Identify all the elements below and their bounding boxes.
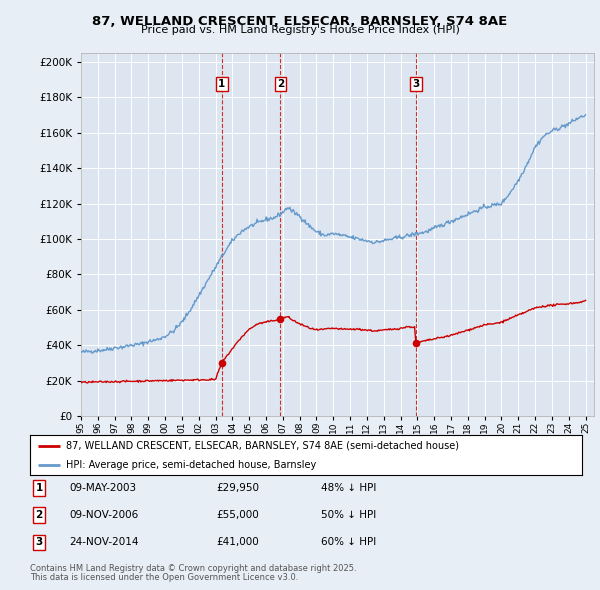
Text: 2: 2 bbox=[277, 79, 284, 89]
Text: £41,000: £41,000 bbox=[216, 537, 259, 547]
Text: 2: 2 bbox=[35, 510, 43, 520]
Text: 87, WELLAND CRESCENT, ELSECAR, BARNSLEY, S74 8AE: 87, WELLAND CRESCENT, ELSECAR, BARNSLEY,… bbox=[92, 15, 508, 28]
Text: 60% ↓ HPI: 60% ↓ HPI bbox=[321, 537, 376, 547]
Text: This data is licensed under the Open Government Licence v3.0.: This data is licensed under the Open Gov… bbox=[30, 573, 298, 582]
Text: 3: 3 bbox=[412, 79, 419, 89]
Text: Contains HM Land Registry data © Crown copyright and database right 2025.: Contains HM Land Registry data © Crown c… bbox=[30, 565, 356, 573]
Text: 3: 3 bbox=[35, 537, 43, 547]
Text: 24-NOV-2014: 24-NOV-2014 bbox=[69, 537, 139, 547]
Text: 09-NOV-2006: 09-NOV-2006 bbox=[69, 510, 138, 520]
Text: 09-MAY-2003: 09-MAY-2003 bbox=[69, 483, 136, 493]
Text: 48% ↓ HPI: 48% ↓ HPI bbox=[321, 483, 376, 493]
Text: Price paid vs. HM Land Registry's House Price Index (HPI): Price paid vs. HM Land Registry's House … bbox=[140, 25, 460, 35]
Text: 50% ↓ HPI: 50% ↓ HPI bbox=[321, 510, 376, 520]
Text: £29,950: £29,950 bbox=[216, 483, 259, 493]
Text: 87, WELLAND CRESCENT, ELSECAR, BARNSLEY, S74 8AE (semi-detached house): 87, WELLAND CRESCENT, ELSECAR, BARNSLEY,… bbox=[66, 441, 459, 451]
Text: 1: 1 bbox=[218, 79, 225, 89]
Text: 1: 1 bbox=[35, 483, 43, 493]
Text: £55,000: £55,000 bbox=[216, 510, 259, 520]
Text: HPI: Average price, semi-detached house, Barnsley: HPI: Average price, semi-detached house,… bbox=[66, 460, 316, 470]
